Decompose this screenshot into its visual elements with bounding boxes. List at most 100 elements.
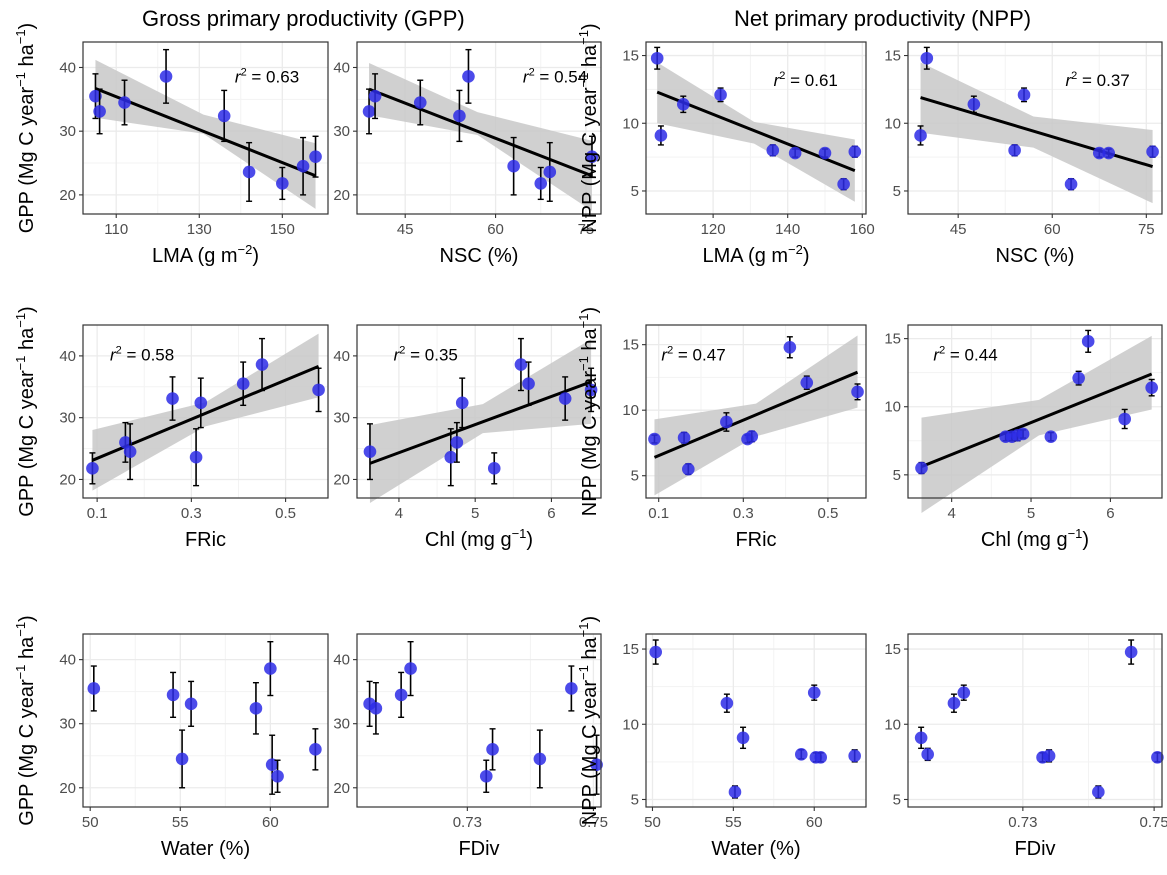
y-label-sup: −1 <box>13 313 28 328</box>
x-label-text: FDiv <box>1014 838 1055 860</box>
data-point <box>309 743 322 756</box>
data-point <box>682 462 695 476</box>
x-axis-label: Water (%) <box>711 838 800 860</box>
data-point <box>236 377 250 390</box>
y-tick-label: 10 <box>622 716 639 733</box>
r-squared-value: = 0.58 <box>122 345 174 364</box>
y-label-close: ) <box>579 23 601 30</box>
data-point <box>677 431 691 445</box>
r-squared-label: r2 = 0.58 <box>110 344 174 364</box>
panel-12: 5 10 15 0.73 0.75 FDiv <box>884 633 1167 860</box>
r-squared-label: r2 = 0.47 <box>661 344 725 364</box>
y-label-sup: −1 <box>13 665 28 680</box>
panel-border <box>645 633 867 808</box>
data-point <box>766 144 780 157</box>
x-axis-label: LMA (g m−2) <box>152 242 259 267</box>
y-tick-label: 15 <box>884 48 901 65</box>
regression-line <box>653 370 859 459</box>
data-point <box>166 688 180 702</box>
y-label-ha: ha <box>16 43 38 72</box>
data-point <box>118 96 131 109</box>
x-label-close: ) <box>252 245 259 267</box>
y-label-ha: ha <box>16 327 38 356</box>
x-axis-label: Chl (mg g−1) <box>425 526 533 551</box>
data-point <box>194 396 208 410</box>
y-tick-label: 15 <box>622 48 639 65</box>
data-point <box>271 769 284 783</box>
r-symbol: r <box>235 67 242 86</box>
data-point <box>654 129 668 142</box>
r-squared-value: = 0.44 <box>945 345 997 364</box>
data-point <box>265 758 279 772</box>
panel-border <box>82 324 329 499</box>
data-point <box>915 461 928 475</box>
data-point <box>1044 430 1058 444</box>
r-symbol: r <box>661 345 668 364</box>
r-symbol: r <box>1065 71 1072 90</box>
data-point <box>1008 144 1021 157</box>
panel-border <box>645 324 867 499</box>
data-point <box>745 430 759 443</box>
x-tick-label: 50 <box>644 814 661 831</box>
r-superscript: 2 <box>241 66 247 78</box>
panel-border <box>82 633 329 808</box>
data-point <box>714 88 727 102</box>
y-label-ha: ha <box>579 44 601 73</box>
regression-line <box>94 87 317 178</box>
data-point <box>533 752 547 766</box>
x-label-text: Water (%) <box>161 838 250 860</box>
data-point <box>967 97 981 111</box>
x-tick-label: 45 <box>950 221 967 238</box>
data-point <box>1118 412 1131 426</box>
data-point <box>1042 749 1056 763</box>
data-point <box>1017 88 1031 102</box>
data-point <box>720 415 733 429</box>
r-squared-value: = 0.47 <box>673 345 725 364</box>
data-point <box>455 396 469 410</box>
x-tick-label: 0.3 <box>733 505 754 522</box>
x-tick-label: 75 <box>1138 221 1155 238</box>
x-axis-label: NSC (%) <box>440 245 519 267</box>
data-point <box>296 159 310 173</box>
y-label-sup: −1 <box>576 30 591 45</box>
y-tick-label: 10 <box>884 115 901 132</box>
x-axis-label: LMA (g m−2) <box>702 242 809 267</box>
r-squared-value: = 0.35 <box>405 345 457 364</box>
data-point <box>648 432 661 446</box>
confidence-band <box>921 335 1152 513</box>
r-symbol: r <box>523 67 530 86</box>
y-tick-label: 30 <box>59 410 76 427</box>
data-point <box>309 150 322 163</box>
y-tick-label: 5 <box>893 791 901 808</box>
data-point <box>486 743 499 756</box>
x-tick-label: 0.3 <box>181 505 202 522</box>
x-tick-label: 4 <box>395 505 403 522</box>
y-tick-label: 15 <box>884 641 901 658</box>
data-point <box>1081 335 1095 348</box>
x-tick-label: 4 <box>947 505 955 522</box>
r-squared-label: r2 = 0.35 <box>394 344 458 364</box>
x-label-text: NSC (%) <box>440 245 519 267</box>
y-label-ha: ha <box>579 636 601 665</box>
x-tick-label: 150 <box>270 221 295 238</box>
data-point <box>86 462 99 475</box>
data-point <box>1064 177 1078 191</box>
data-point <box>807 686 821 699</box>
data-point <box>404 662 417 675</box>
x-tick-label: 120 <box>701 221 726 238</box>
confidence-band <box>95 59 316 209</box>
data-point <box>794 748 808 761</box>
x-tick-label: 6 <box>1106 505 1114 522</box>
data-point <box>89 89 102 103</box>
x-tick-label: 140 <box>775 221 800 238</box>
panel-10: 20 30 40 0.73 0.75 FDiv <box>333 633 608 860</box>
data-point <box>123 445 137 458</box>
y-label-sup: −1 <box>13 622 28 637</box>
r-squared-label: r2 = 0.44 <box>933 344 997 364</box>
data-point <box>585 150 599 163</box>
y-axis-label: NPP (Mg C year−1 ha−1) <box>576 307 601 516</box>
y-label-sup: −1 <box>576 356 591 371</box>
y-tick-label: 40 <box>59 652 76 669</box>
